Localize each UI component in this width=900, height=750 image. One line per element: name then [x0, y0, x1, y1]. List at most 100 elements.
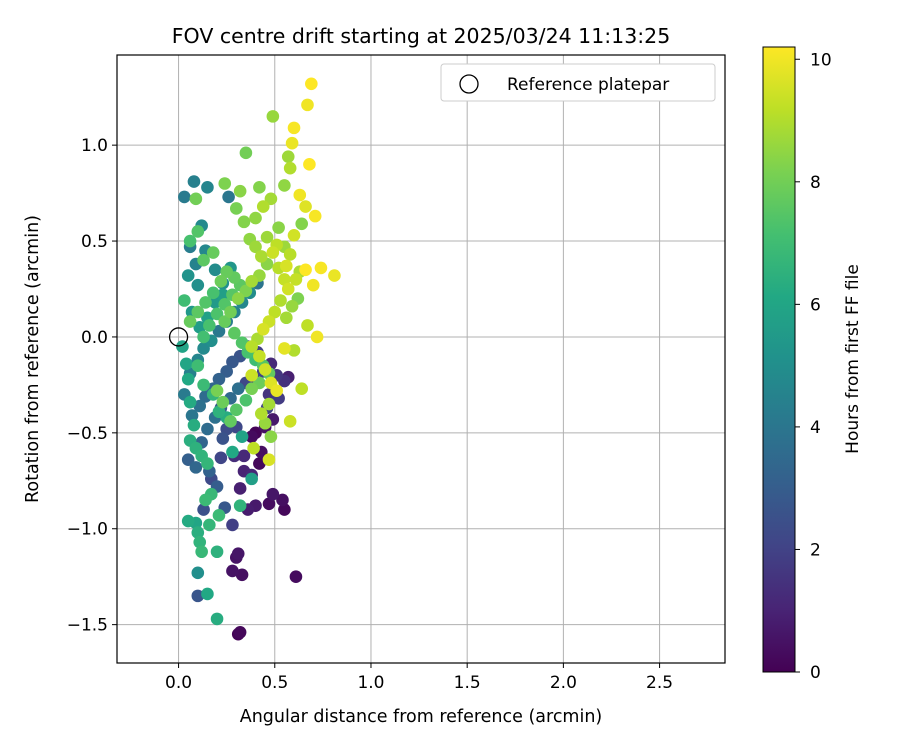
data-point [306, 278, 320, 292]
data-point [233, 499, 247, 513]
colorbar-tick-label: 4 [810, 418, 821, 438]
data-point [289, 273, 303, 286]
data-point [264, 192, 278, 206]
data-point [191, 225, 205, 238]
data-point [270, 384, 284, 397]
data-point [183, 395, 197, 409]
data-point [239, 393, 253, 407]
data-point [278, 179, 291, 192]
data-point [226, 355, 239, 369]
colorbar-tick-label: 8 [810, 173, 821, 193]
y-tick-label: 0.0 [81, 328, 108, 348]
data-point [185, 409, 199, 422]
data-point [239, 146, 253, 160]
data-point [264, 430, 278, 443]
y-tick-label: 1.0 [81, 136, 108, 156]
data-point [214, 275, 228, 288]
data-point [281, 282, 295, 296]
data-point [228, 326, 241, 340]
data-point [201, 457, 214, 470]
data-point [281, 150, 295, 163]
data-point [210, 307, 224, 321]
x-axis-label: Angular distance from reference (arcmin) [240, 707, 603, 727]
data-point [206, 246, 220, 259]
data-point [305, 77, 318, 91]
data-point [201, 181, 214, 194]
data-point [258, 363, 272, 376]
data-point [253, 457, 266, 470]
data-point [206, 286, 220, 300]
data-point [245, 472, 258, 486]
data-point [280, 311, 293, 325]
data-point [199, 493, 212, 507]
data-point [210, 612, 224, 626]
data-point [229, 403, 243, 417]
reference-platepar-marker [168, 327, 189, 347]
data-point [193, 321, 207, 334]
data-point [201, 422, 214, 436]
data-point [224, 415, 237, 428]
data-point [262, 453, 276, 466]
colorbar-label: Hours from first FF file [843, 264, 863, 454]
data-point [287, 121, 301, 135]
data-point [278, 342, 291, 355]
data-point [249, 240, 262, 254]
data-point [199, 296, 212, 309]
data-point [224, 305, 237, 319]
y-axis-ticks: −1.5 −1.0 −0.5 0.0 0.5 1.0 [67, 136, 117, 636]
data-point [239, 284, 253, 298]
data-point [233, 482, 247, 495]
data-point [285, 299, 299, 313]
data-point [254, 250, 268, 263]
legend-marker-reference [459, 74, 479, 94]
x-tick-label: 1.5 [454, 673, 481, 693]
data-point [181, 453, 195, 466]
data-point [191, 305, 205, 319]
data-point [210, 545, 224, 559]
data-point [301, 319, 314, 332]
data-point [197, 342, 210, 355]
data-point [218, 315, 232, 328]
data-point [299, 263, 312, 277]
colorbar-tick-label: 6 [810, 295, 821, 315]
colorbar-tick-label: 2 [810, 540, 821, 560]
data-point [253, 181, 266, 194]
data-point [295, 382, 309, 396]
data-point [178, 190, 191, 204]
data-point [237, 215, 251, 229]
data-point [181, 372, 195, 386]
colorbar: 0 2 4 6 8 10 Hours from first FF file [762, 46, 863, 683]
data-point [287, 228, 301, 242]
colorbar-gradient [762, 46, 796, 673]
data-point [262, 397, 276, 411]
data-point [289, 570, 303, 583]
y-axis-label: Rotation from reference (arcmin) [23, 215, 43, 503]
data-point [212, 324, 226, 338]
data-point [208, 263, 222, 277]
data-point [301, 98, 314, 112]
data-point [266, 487, 280, 501]
data-point [245, 369, 258, 382]
data-point [191, 566, 205, 580]
data-point [285, 136, 299, 150]
data-point [218, 177, 232, 190]
data-point [266, 110, 280, 123]
data-point [216, 288, 230, 302]
data-point [287, 344, 301, 357]
legend: Reference platepar [440, 63, 716, 102]
data-point [212, 405, 226, 419]
data-point [237, 449, 251, 463]
data-point [253, 349, 266, 363]
data-point [283, 248, 297, 261]
x-tick-label: 2.5 [646, 673, 673, 693]
data-point [193, 399, 207, 413]
data-point [249, 211, 262, 225]
data-point [268, 305, 282, 319]
x-axis-ticks: 0.0 0.5 1.0 1.5 2.0 2.5 [165, 663, 673, 693]
data-point [181, 269, 195, 282]
data-point [191, 526, 205, 539]
data-point [235, 430, 249, 443]
reference-point-layer [168, 327, 189, 347]
data-point [203, 319, 216, 332]
